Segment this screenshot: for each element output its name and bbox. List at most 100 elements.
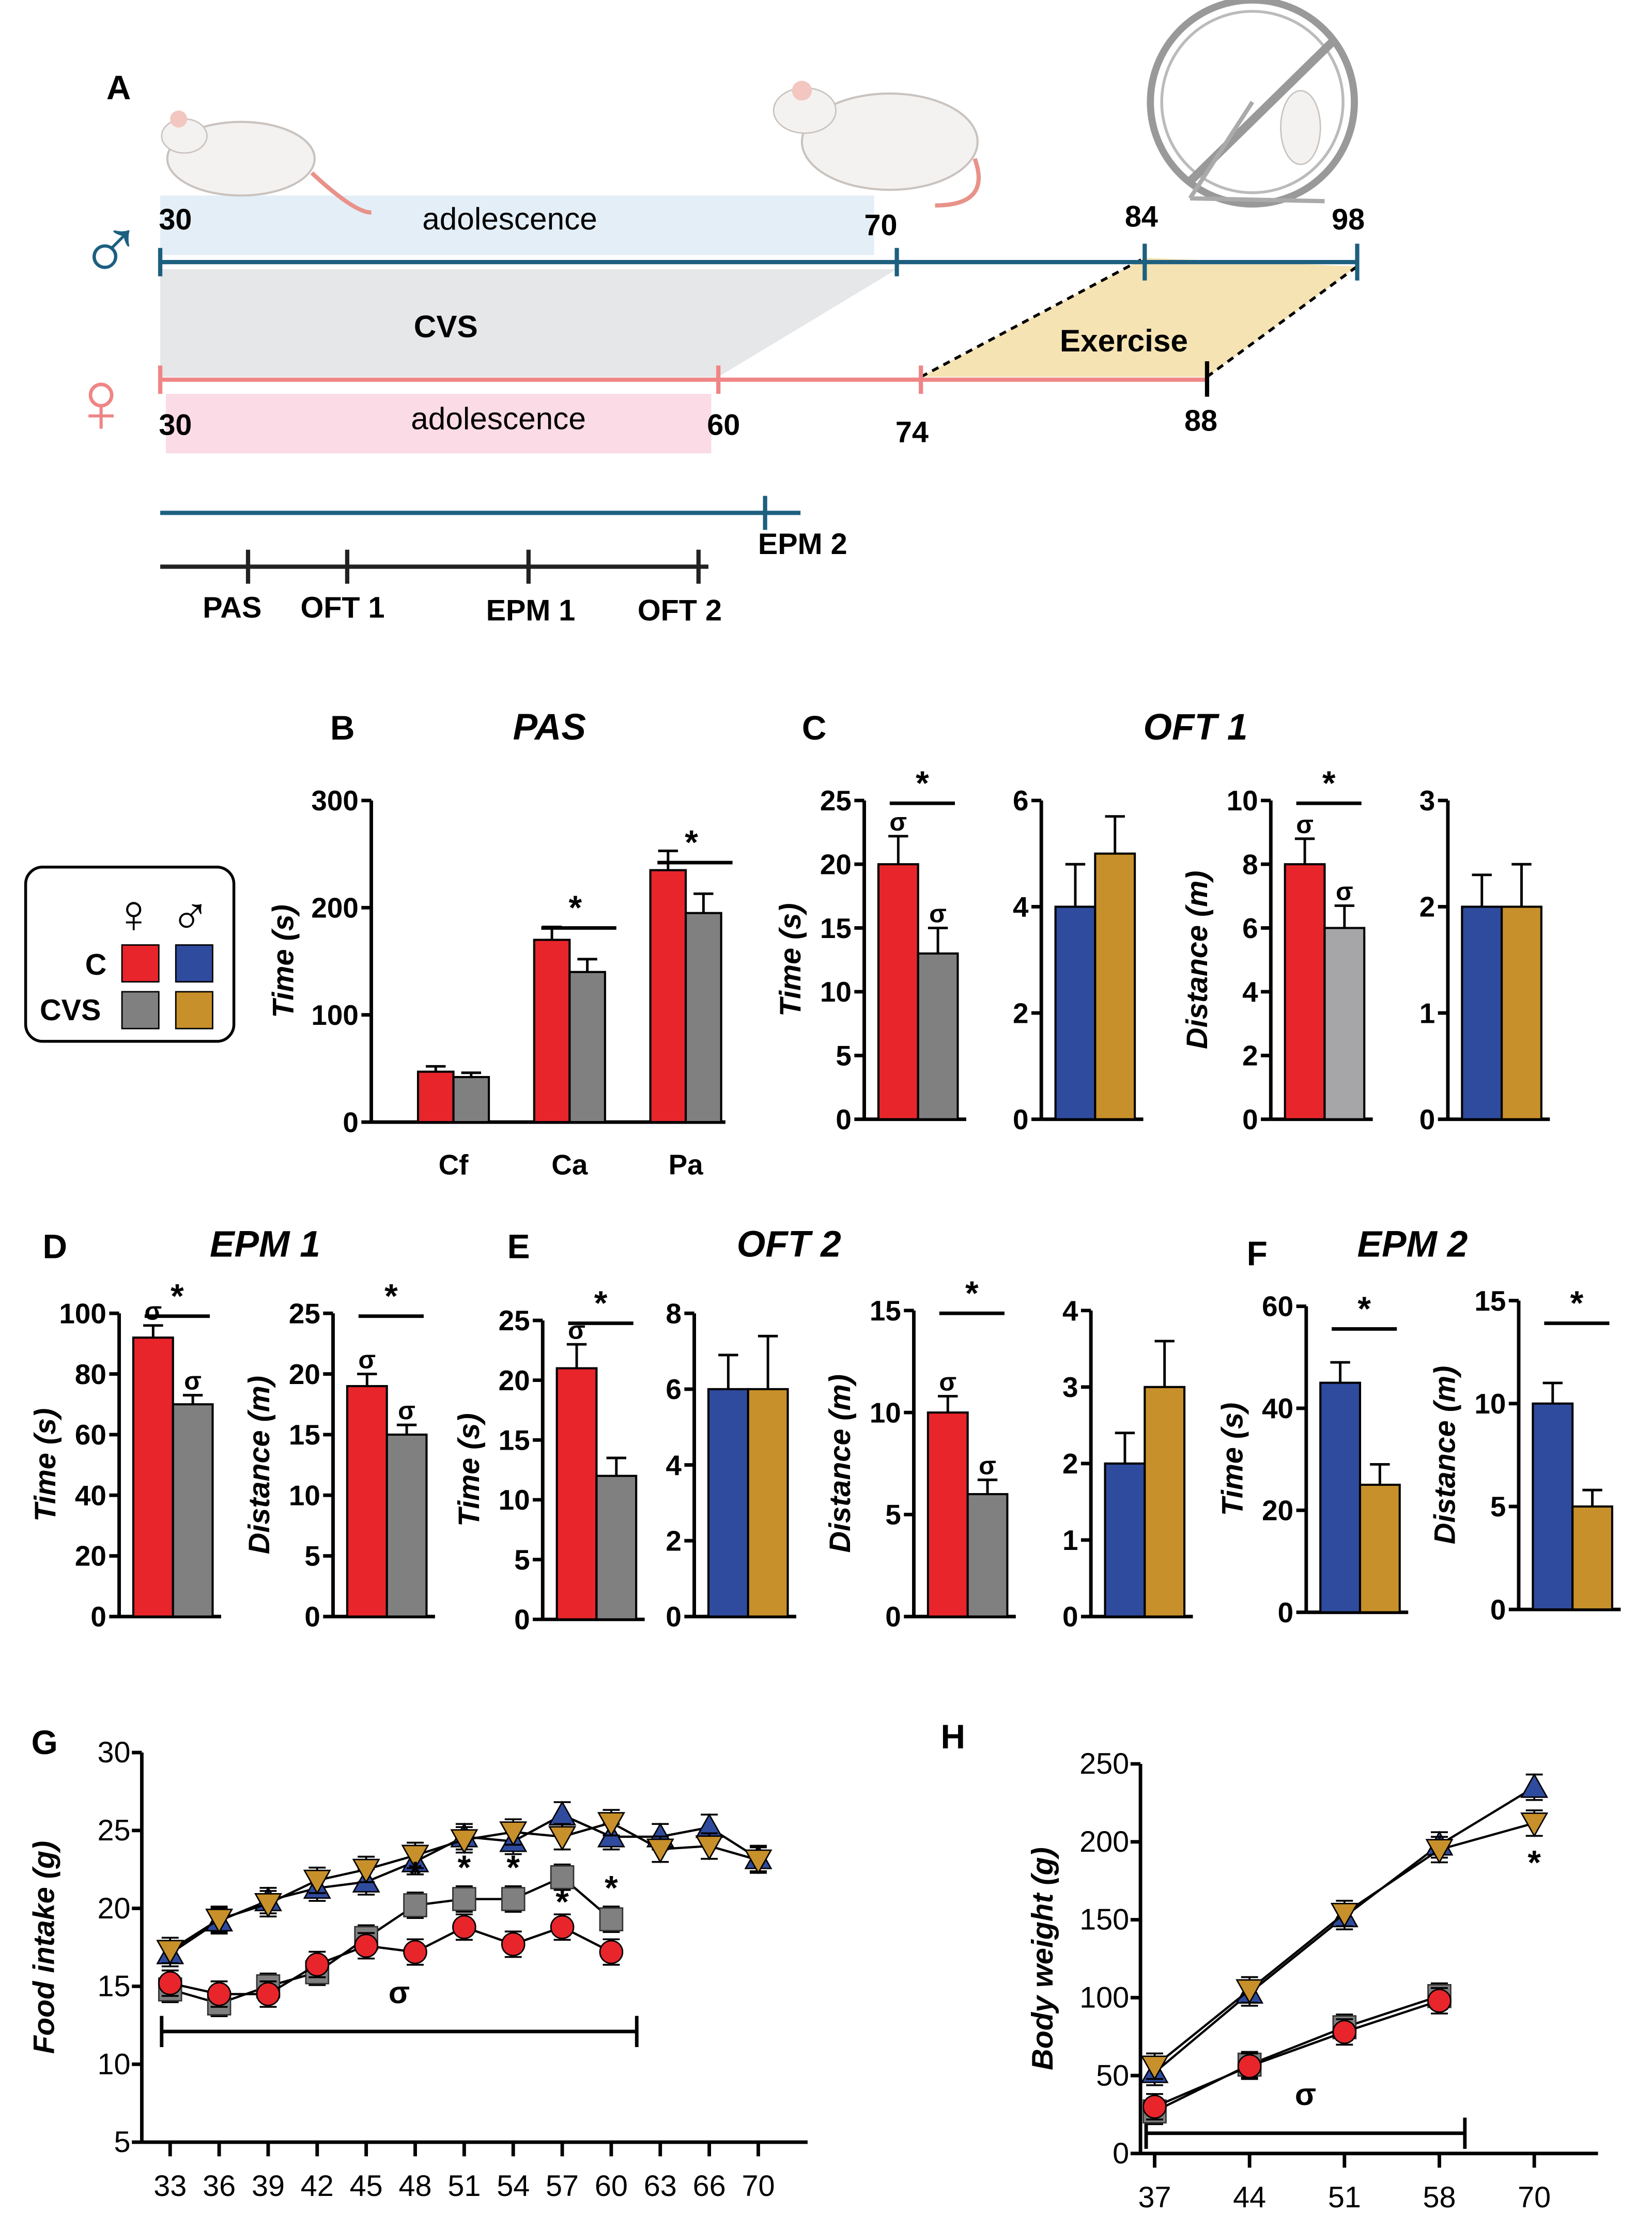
y-tick-label: 25 [499,1304,530,1336]
x-tick-label: 51 [1328,2181,1361,2213]
error-bar [461,1071,481,1078]
error-bar [888,835,908,865]
significance-bracket [160,2016,639,2047]
y-tick-label: 100 [311,999,358,1031]
male-day: 70 [864,209,898,242]
error-bar [577,958,597,972]
chart-h: 0 50 100 150 200 250 37 44 51 58 70 Body weight (g)… [1026,1747,1598,2213]
female-adolescence-label: adolescence [411,401,586,436]
series-line [1154,2000,1440,2108]
y-tick-label: 0 [1242,1103,1258,1135]
y-tick-label: 10 [820,976,852,1008]
marker-triangle-down [597,1812,625,1837]
y-tick-label: 10 [289,1479,320,1511]
marker-triangle-down [646,1838,674,1864]
marker-circle [1142,2095,1167,2119]
error-bar [143,1324,163,1338]
error-bar [758,1334,778,1389]
panel-label-c: C [802,709,827,747]
y-tick-label: 2 [666,1525,681,1557]
bar [649,869,687,1124]
significance-star: * [1357,1289,1371,1328]
error-bar [1334,904,1355,928]
significance-star: * [568,888,582,927]
error-bar [693,892,714,913]
cvs-band [160,269,897,377]
y-tick-label: 5 [114,2126,130,2159]
exercise-label: Exercise [1060,323,1188,358]
y-tick-label: 25 [97,1814,130,1847]
bar [533,939,571,1124]
y-tick-label: 5 [836,1040,851,1072]
y-tick-label: 0 [1490,1593,1506,1625]
y-axis-label: Body weight (g) [1026,1847,1059,2070]
y-tick-label: 4 [1242,976,1258,1008]
legend-female-icon: ♀ [114,884,154,944]
marker-triangle-down [548,1826,577,1851]
y-tick-label: 0 [836,1103,851,1135]
x-tick-label: 33 [153,2170,187,2203]
male-adolescence-band [160,195,874,255]
y-tick-label: 25 [289,1297,320,1329]
error-bar [1105,815,1125,854]
x-tick-label: 48 [398,2170,431,2203]
x-tick-label: 44 [1233,2181,1266,2213]
y-tick-label: 250 [1079,1747,1129,1780]
y-tick-label: 0 [1278,1596,1293,1628]
error-bar [357,1373,377,1387]
panel-label-a: A [106,68,131,106]
significance-star: * [555,1882,569,1920]
y-tick-label: 0 [1062,1601,1078,1633]
y-tick-label: 0 [304,1601,320,1633]
bar [1094,852,1136,1120]
female-adolescence-band [166,394,712,454]
marker-circle [550,1915,575,1940]
chart-d1: 0 20 40 60 80 100 Time (s) σ σ * [29,1277,221,1633]
x-tick-label: 70 [742,2170,775,2203]
error-bar [426,1065,446,1072]
bar [346,1385,388,1618]
female-day: 60 [707,409,740,442]
significance-star: * [458,1848,471,1886]
bar [1319,1381,1362,1613]
y-tick-label: 8 [666,1297,681,1329]
y-tick-label: 1 [1419,997,1435,1029]
error-bar [658,849,678,870]
marker-circle [354,1933,378,1958]
x-tick-label: 60 [595,2170,628,2203]
marker-circle [1332,2020,1357,2044]
sigma-mark: σ [889,808,907,836]
y-tick-label: 25 [820,785,852,817]
bar [568,971,606,1124]
marker-square [599,1907,624,1932]
y-tick-label: 0 [90,1601,106,1633]
marker-triangle-down [695,1835,723,1861]
panel-label-f: F [1247,1234,1268,1272]
sigma-mark: σ [939,1368,956,1396]
y-tick-label: 0 [666,1601,681,1633]
y-tick-label: 0 [885,1601,901,1633]
y-tick-label: 20 [1262,1494,1293,1526]
marker-circle [305,1952,330,1977]
bar [917,952,959,1120]
marker-circle [599,1940,624,1964]
panel-label-h: H [941,1717,966,1756]
chart-b: 0 100 200 300 Time (s) Cf Ca * Pa * [267,785,733,1181]
y-axis-label: Time (s) [267,904,300,1018]
sigma-mark: σ [1296,810,1314,839]
significance-star: * [605,1868,618,1907]
marker-triangle-down [1520,1812,1549,1838]
marker-circle [207,1982,231,2006]
marker-triangle-down [1425,1839,1454,1864]
chart-e2: 0 2 4 6 8 [666,1297,796,1633]
panel-title-d: EPM 1 [210,1224,320,1265]
x-tick-label: 66 [693,2170,726,2203]
bar [1532,1402,1574,1611]
y-tick-label: 6 [1242,912,1258,944]
error-bar [606,1456,626,1476]
marker-triangle-down [303,1869,331,1895]
bar [1054,905,1097,1120]
y-tick-label: 60 [75,1419,106,1451]
bar [927,1411,969,1618]
